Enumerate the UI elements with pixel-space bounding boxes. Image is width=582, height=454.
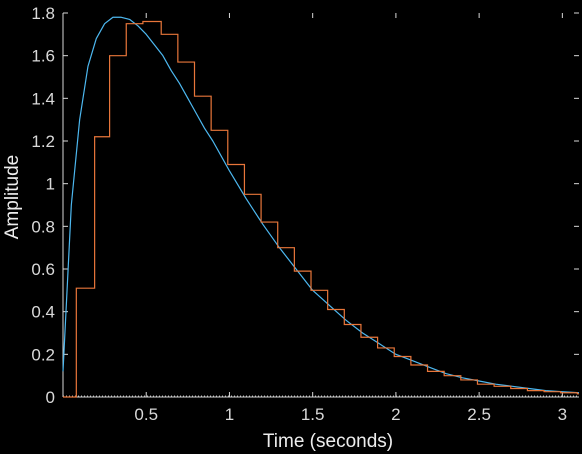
x-tick-label: 1	[225, 405, 234, 424]
x-tick-label: 2	[391, 405, 400, 424]
x-tick-label: 1.5	[301, 405, 325, 424]
y-tick-label: 1.2	[31, 132, 55, 151]
y-tick-label: 0.8	[31, 217, 55, 236]
y-tick-label: 1.4	[31, 89, 55, 108]
y-tick-label: 0.2	[31, 345, 55, 364]
stairs-series-line	[63, 20, 579, 398]
y-tick-label: 1	[46, 175, 55, 194]
x-axis-label: Time (seconds)	[263, 431, 393, 452]
x-tick-label: 0.5	[134, 405, 158, 424]
plot-area	[62, 13, 579, 398]
y-tick-label: 0.6	[31, 260, 55, 279]
x-tick-label: 2.5	[467, 405, 491, 424]
y-tick-label: 1.8	[31, 4, 55, 23]
series-layer	[62, 16, 580, 398]
x-axis: 0.5 1 1.5 2 2.5 3	[134, 13, 567, 424]
y-tick-label: 1.6	[31, 47, 55, 66]
y-tick-label: 0	[46, 388, 55, 407]
y-tick-label: 0.4	[31, 303, 55, 322]
x-tick-label: 3	[558, 405, 567, 424]
y-axis-label: Amplitude	[2, 155, 23, 240]
y-axis: 0 0.2 0.4 0.6 0.8 1 1.2 1.4 1.6 1.8	[31, 4, 579, 407]
continuous-series-line	[62, 16, 580, 394]
